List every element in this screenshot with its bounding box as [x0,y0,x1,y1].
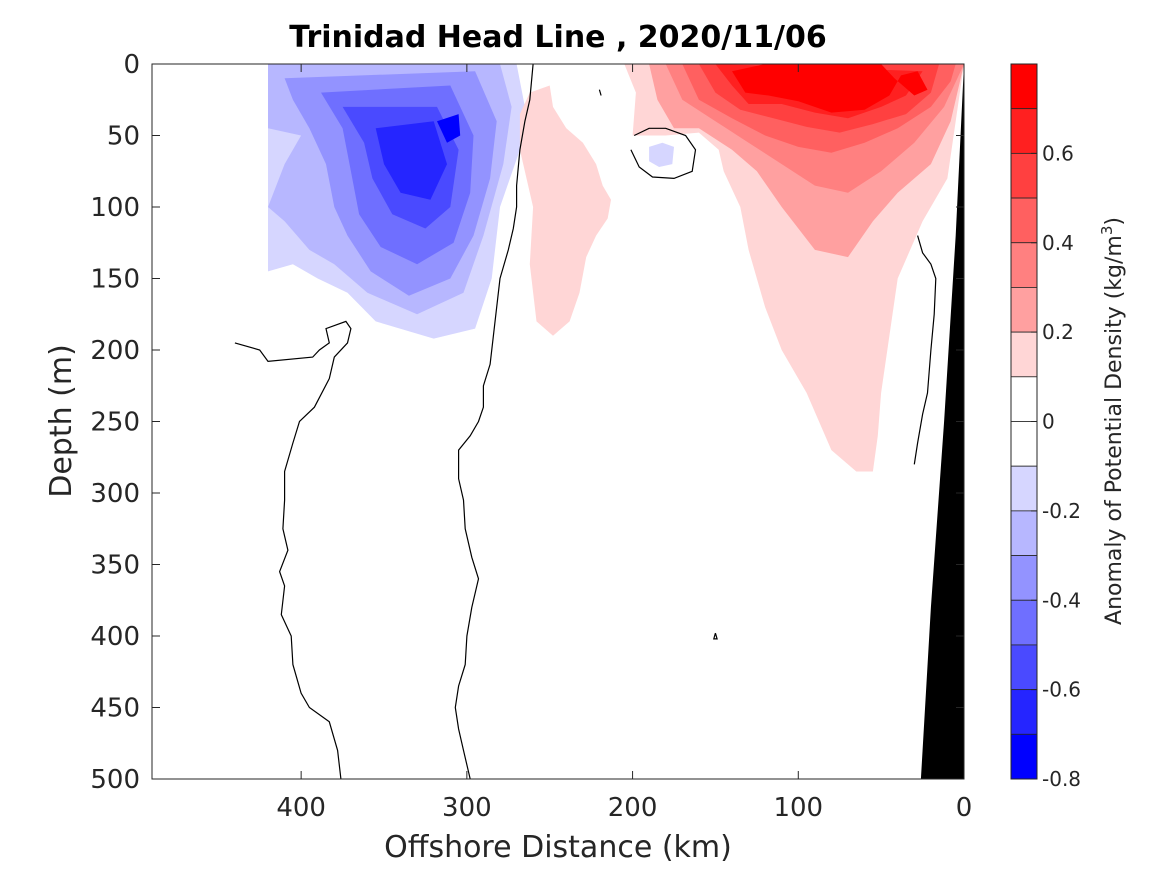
colorbar-swatch [1010,599,1038,646]
zero-contour-outer [454,64,534,779]
y-tick-label: 450 [90,694,140,724]
x-tick-label: 200 [608,793,658,823]
x-tick-label: 400 [276,793,326,823]
colorbar-tick-label: 0.2 [1042,320,1074,344]
colorbar-swatch [1010,376,1038,422]
zero-contour-dot-2 [713,632,718,640]
colorbar-swatch [1010,331,1038,378]
negative-anomaly-0.7 [437,114,461,143]
zero-contour-slope [913,235,937,465]
colorbar-tick-label: -0.6 [1042,678,1081,702]
colorbar-swatch [1010,421,1038,467]
colorbar-tick-label: 0.4 [1042,231,1074,255]
colorbar-tick-label: -0.4 [1042,588,1081,612]
colorbar-tick-label: 0.6 [1042,141,1074,165]
bottom-topography-layer [920,64,964,779]
x-axis: 400 300 200 100 0 [276,64,972,823]
colorbar-swatch [1010,510,1038,556]
zero-contour-dot-1 [598,89,602,96]
zero-contour-loop [630,127,697,180]
y-tick-label: 0 [123,50,140,80]
colorbar-swatch [1010,152,1038,199]
zero-contour-layer [234,64,937,779]
x-axis-label: Offshore Distance (km) [384,830,732,865]
y-tick-label: 400 [90,622,140,652]
colorbar: 0.6 0.4 0.2 0 -0.2 -0.4 -0.6 -0.8 [1010,63,1081,791]
x-tick-label: 300 [442,793,492,823]
colorbar-swatch [1010,63,1038,110]
colorbar-tick-label: 0 [1042,410,1055,434]
y-tick-label: 500 [90,765,140,795]
colorbar-swatch [1010,555,1038,601]
y-axis-label: Depth (m) [44,344,79,498]
x-tick-label: 100 [773,793,823,823]
bottom-topography [920,64,964,779]
colorbar-tick-label: -0.2 [1042,499,1081,523]
colorbar-tick-label: -0.8 [1042,767,1081,791]
y-tick-label: 150 [90,265,140,295]
negative-anomaly-small-patch [649,142,674,167]
y-tick-label: 300 [90,479,140,509]
colorbar-swatch [1010,465,1038,512]
colorbar-label-superscript: 3 [1098,226,1116,236]
positive-anomaly-0.7 [732,64,928,113]
y-tick-label: 350 [90,551,140,581]
colorbar-swatch [1010,287,1038,333]
colorbar-swatch [1010,733,1038,780]
contour-fill-layer [268,64,964,472]
negative-anomaly-0.6 [375,121,447,200]
zero-contour-inner [234,320,352,779]
colorbar-swatch [1010,197,1038,244]
colorbar-swatch [1010,108,1038,154]
y-tick-label: 200 [90,336,140,366]
positive-anomaly-0.1-west [519,85,611,336]
colorbar-swatch [1010,644,1038,691]
y-axis: 0 50 100 150 200 250 300 350 400 450 500 [90,50,964,795]
y-tick-label: 50 [107,122,140,152]
colorbar-swatch [1010,689,1038,735]
y-tick-label: 100 [90,193,140,223]
colorbar-label: Anomaly of Potential Density (kg/m3) [1098,217,1127,625]
x-tick-label: 0 [956,793,973,823]
colorbar-swatch [1010,242,1038,288]
chart-title: Trinidad Head Line , 2020/11/06 [289,20,826,55]
y-tick-label: 250 [90,408,140,438]
